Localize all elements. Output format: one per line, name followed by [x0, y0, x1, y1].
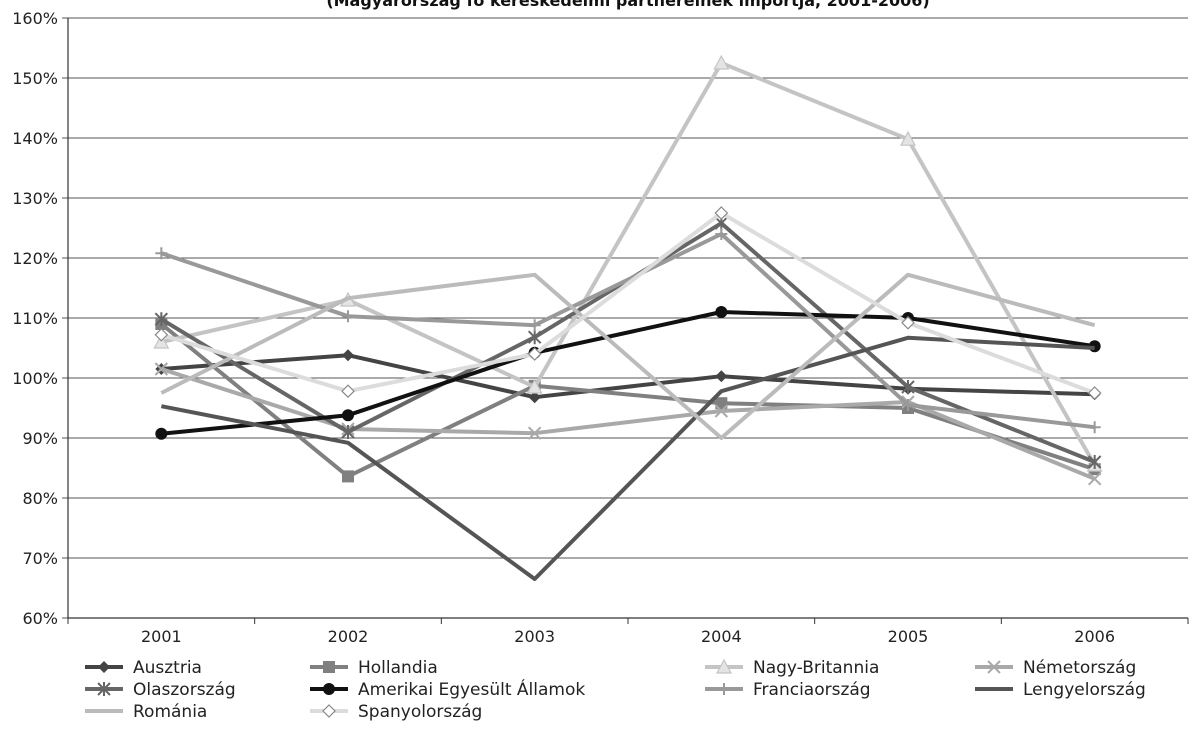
data-point [342, 409, 354, 422]
data-point [714, 404, 729, 418]
data-point [901, 380, 915, 394]
data-point [154, 362, 169, 376]
series-8 [160, 335, 1095, 581]
data-point [715, 370, 728, 383]
series-line [160, 335, 1095, 581]
data-point [341, 425, 355, 439]
legend-marker [715, 658, 733, 674]
data-point [155, 247, 168, 260]
data-point [1088, 421, 1101, 434]
data-point [1087, 386, 1102, 400]
series-line [160, 232, 1095, 430]
legend-label: Németország [1023, 658, 1136, 678]
series-line [161, 310, 1095, 436]
data-point [528, 391, 541, 404]
y-tick-label: 120% [12, 249, 58, 268]
data-point [526, 378, 543, 394]
legend-label: Amerikai Egyesült Államok [358, 678, 585, 700]
legend-item: Amerikai Egyesült Államok [310, 678, 585, 700]
legend-item: Hollandia [310, 658, 438, 678]
legend-label: Lengyelország [1023, 680, 1146, 700]
legend-item: Nagy-Britannia [705, 658, 879, 678]
legend-marker [98, 661, 110, 673]
x-tick-label: 2002 [328, 627, 369, 646]
legend-item: Spanyolország [310, 702, 482, 722]
series-line [160, 322, 1096, 479]
legend-label: Olaszország [133, 680, 236, 700]
series-line [160, 221, 1096, 464]
series-7 [155, 228, 1101, 434]
data-point [715, 397, 728, 410]
data-point [154, 327, 169, 342]
legend-marker [322, 704, 336, 718]
y-tick-label: 70% [22, 549, 58, 568]
series-9 [160, 272, 1096, 440]
y-tick-label: 160% [12, 9, 58, 28]
legend-marker [323, 683, 335, 695]
legend-item: Ausztria [85, 658, 202, 678]
series-line [160, 272, 1096, 440]
y-tick-label: 60% [22, 609, 58, 628]
data-point [713, 54, 730, 70]
data-point [527, 347, 542, 361]
x-tick-label: 2006 [1074, 627, 1115, 646]
legend-marker [718, 683, 730, 695]
x-tick-label: 2004 [701, 627, 742, 646]
data-point [899, 130, 917, 146]
data-point [715, 306, 728, 318]
y-tick-label: 150% [12, 69, 58, 88]
legend-item: Olaszország [85, 680, 236, 700]
legend-label: Hollandia [358, 658, 438, 678]
data-point [154, 312, 169, 327]
data-point [342, 349, 354, 362]
series-line [161, 353, 1095, 400]
data-point [1087, 472, 1102, 486]
data-point [715, 228, 728, 240]
data-point [527, 426, 542, 440]
data-point [901, 315, 915, 330]
legend-marker [97, 682, 111, 696]
y-tick-label: 80% [22, 489, 58, 508]
data-point [342, 470, 354, 483]
data-point [155, 427, 168, 440]
data-point [714, 206, 729, 220]
y-tick-label: 140% [12, 129, 58, 148]
y-tick-label: 90% [22, 429, 58, 448]
series-4 [154, 362, 1102, 486]
x-tick-label: 2001 [141, 627, 182, 646]
series-10 [154, 206, 1102, 400]
y-tick-label: 130% [12, 189, 58, 208]
data-point [342, 310, 354, 323]
data-point [341, 384, 355, 399]
legend-item: Románia [85, 702, 207, 722]
data-point [528, 319, 541, 332]
chart-title: (Magyarország fő kereskedelmi partnerein… [326, 0, 929, 10]
data-point [902, 399, 914, 411]
x-tick-label: 2003 [514, 627, 555, 646]
legend-label: Nagy-Britannia [753, 658, 879, 678]
legend-label: Ausztria [133, 658, 202, 678]
series-line [160, 211, 1096, 395]
x-tick-label: 2005 [888, 627, 929, 646]
data-point [1087, 455, 1102, 469]
legend-label: Franciaország [753, 680, 871, 700]
data-point [527, 330, 542, 345]
legend-item: Franciaország [705, 680, 871, 700]
legend-item: Németország [975, 658, 1136, 678]
legend-label: Spanyolország [358, 702, 482, 722]
legend-marker [987, 660, 1001, 674]
legend-item: Lengyelország [975, 680, 1146, 700]
y-tick-label: 110% [12, 309, 58, 328]
legend-label: Románia [133, 702, 207, 722]
legend-marker [323, 661, 335, 673]
y-tick-label: 100% [12, 369, 58, 388]
